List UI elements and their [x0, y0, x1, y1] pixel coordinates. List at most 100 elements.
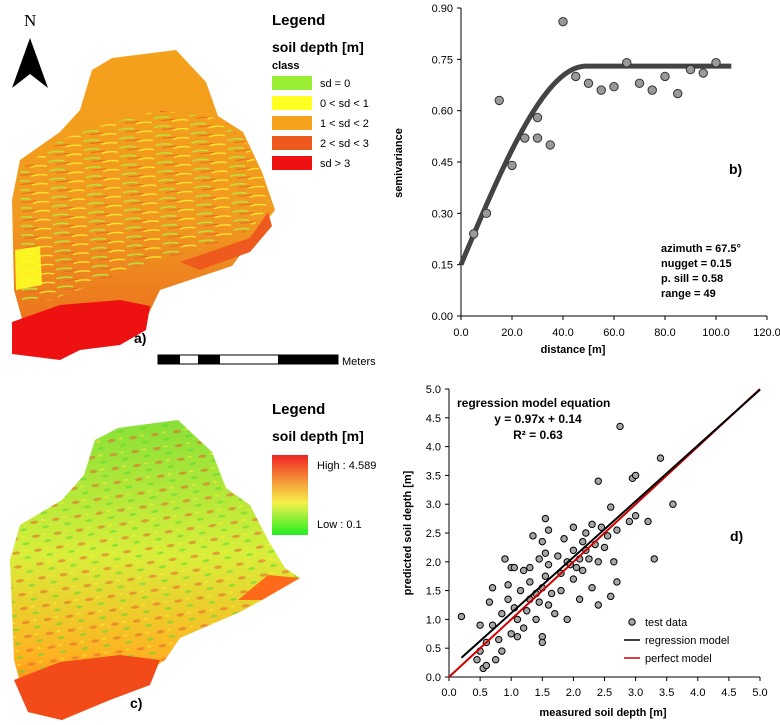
- test-data-point: [579, 537, 587, 546]
- chart-d-ytick-label: 3.5: [426, 470, 441, 482]
- test-data-point: [538, 537, 546, 546]
- map-c-right-edge: [238, 575, 300, 600]
- scale-bar-label: Meters: [342, 356, 376, 368]
- semivariance-point: [571, 71, 581, 82]
- semivariance-point: [558, 16, 568, 27]
- chart-d-xtick-label: 3.0: [628, 687, 643, 699]
- chart-d-ticks: 0.0 0.5 1.0 1.5 2.0 2.5 3.0 3.5 4.0 4.5 5.0 0.0 0.5 1…: [426, 384, 768, 699]
- test-data-point: [585, 555, 593, 563]
- test-data-point: [563, 615, 571, 624]
- semivariance-point: [532, 133, 543, 143]
- test-data-point: [488, 584, 497, 592]
- semivariance-point: [685, 64, 696, 75]
- test-data-point: [519, 566, 528, 575]
- test-data-point: [504, 595, 512, 603]
- panel-a: N a) Legend soil depth [m] class sd = 0 …: [12, 11, 376, 368]
- semivariogram-model-line: [458, 63, 732, 266]
- map-c-bottom-red: [14, 655, 160, 720]
- chart-d-legend: test data regression model perfect model: [624, 617, 729, 665]
- chart-d-ytick-label: 4.5: [426, 413, 441, 425]
- test-data-point: [551, 609, 559, 618]
- test-data-point: [476, 621, 484, 629]
- test-data-point: [588, 584, 596, 592]
- test-data-point: [594, 558, 602, 566]
- annotation-nugget: nugget = 0.15: [661, 258, 732, 270]
- test-data-point: [594, 601, 602, 609]
- scale-bar: Meters: [157, 354, 376, 368]
- test-data-point: [504, 581, 512, 589]
- test-data-point: [610, 558, 618, 566]
- semivariance-point: [481, 208, 492, 219]
- legend-a-swatch-0: [272, 76, 312, 90]
- semivariance-point: [711, 58, 721, 68]
- legend-a-class-2: 1 < sd < 2: [272, 116, 369, 130]
- legend-a-item-4: sd > 3: [320, 158, 350, 170]
- legend-c-color-ramp: [272, 455, 308, 535]
- scale-bar-seg-1: [158, 355, 180, 364]
- test-data-point: [569, 575, 578, 583]
- chart-d-xtick-label: 3.5: [659, 687, 674, 699]
- legend-a-item-0: sd = 0: [320, 78, 350, 90]
- panel-c-label: c): [130, 695, 142, 711]
- test-data-point: [582, 529, 590, 537]
- test-data-point: [631, 471, 640, 480]
- test-data-point: [519, 624, 528, 632]
- chart-b-xlabel: distance [m]: [541, 344, 606, 356]
- legend-a-swatch-2: [272, 116, 312, 130]
- map-a-streaks: [20, 110, 270, 300]
- semivariance-point: [494, 95, 504, 106]
- semivariance-point: [469, 229, 479, 239]
- test-data-point: [538, 638, 546, 647]
- chart-d-ytick-label: 2.5: [426, 528, 441, 540]
- test-data-point: [644, 517, 652, 526]
- legend-a-class-0: sd = 0: [272, 76, 350, 90]
- test-data-point: [491, 656, 500, 664]
- test-data-point: [631, 512, 640, 520]
- legend-c-title: Legend: [272, 401, 325, 418]
- semivariogram-points: [469, 16, 721, 239]
- legend-a-swatch-3: [272, 136, 312, 150]
- test-data-point: [613, 578, 621, 586]
- test-data-point: [544, 601, 553, 609]
- test-data-points: [457, 422, 677, 673]
- test-data-point: [541, 572, 550, 580]
- test-data-point: [532, 615, 540, 624]
- test-data-point: [507, 630, 515, 638]
- test-data-point: [544, 560, 553, 569]
- semivariance-point: [622, 58, 632, 68]
- map-a-yellow-patch: [15, 246, 42, 290]
- panel-b: 0.0 20.0 40.0 60.0 80.0 100.0 120.0 0.00 0.15 0.3…: [393, 3, 780, 356]
- test-data-point: [482, 661, 491, 670]
- test-data-point: [535, 555, 543, 563]
- test-data-point: [569, 523, 578, 531]
- semivariance-point: [507, 160, 517, 171]
- test-data-point: [603, 532, 612, 540]
- chart-d-ytick-label: 5.0: [426, 384, 441, 396]
- test-data-point: [516, 586, 525, 595]
- legend-test-data: test data: [645, 617, 688, 629]
- legend-c-subtitle: soil depth [m]: [272, 428, 364, 444]
- panel-a-label: a): [134, 330, 146, 346]
- legend-a-class-1: 0 < sd < 1: [272, 96, 369, 110]
- chart-d-xtick-label: 4.5: [721, 687, 736, 699]
- regression-model-line: [460, 388, 761, 659]
- test-data-point: [575, 595, 584, 603]
- test-data-point: [656, 454, 665, 462]
- test-data-point: [529, 532, 537, 540]
- chart-b-xtick-label: 60.0: [603, 327, 624, 339]
- test-data-point: [544, 526, 553, 534]
- r-squared: R² = 0.63: [513, 428, 563, 442]
- panel-d: 0.0 0.5 1.0 1.5 2.0 2.5 3.0 3.5 4.0 4.5 5.0 0.0 0.5 1…: [402, 384, 768, 719]
- equation-text: y = 0.97x + 0.14: [494, 412, 582, 426]
- chart-b-ytick-label: 0.45: [432, 157, 453, 169]
- legend-a-item-3: 2 < sd < 3: [320, 138, 369, 150]
- semivariance-point: [673, 88, 683, 99]
- semivariance-point: [583, 78, 594, 88]
- test-data-point: [557, 586, 565, 595]
- chart-b-ytick-label: 0.00: [432, 311, 453, 323]
- test-data-point: [607, 503, 615, 511]
- chart-d-ytick-label: 0.0: [426, 672, 441, 684]
- test-data-point: [485, 598, 494, 606]
- test-data-point: [625, 517, 634, 526]
- legend-a-title: Legend: [272, 12, 325, 29]
